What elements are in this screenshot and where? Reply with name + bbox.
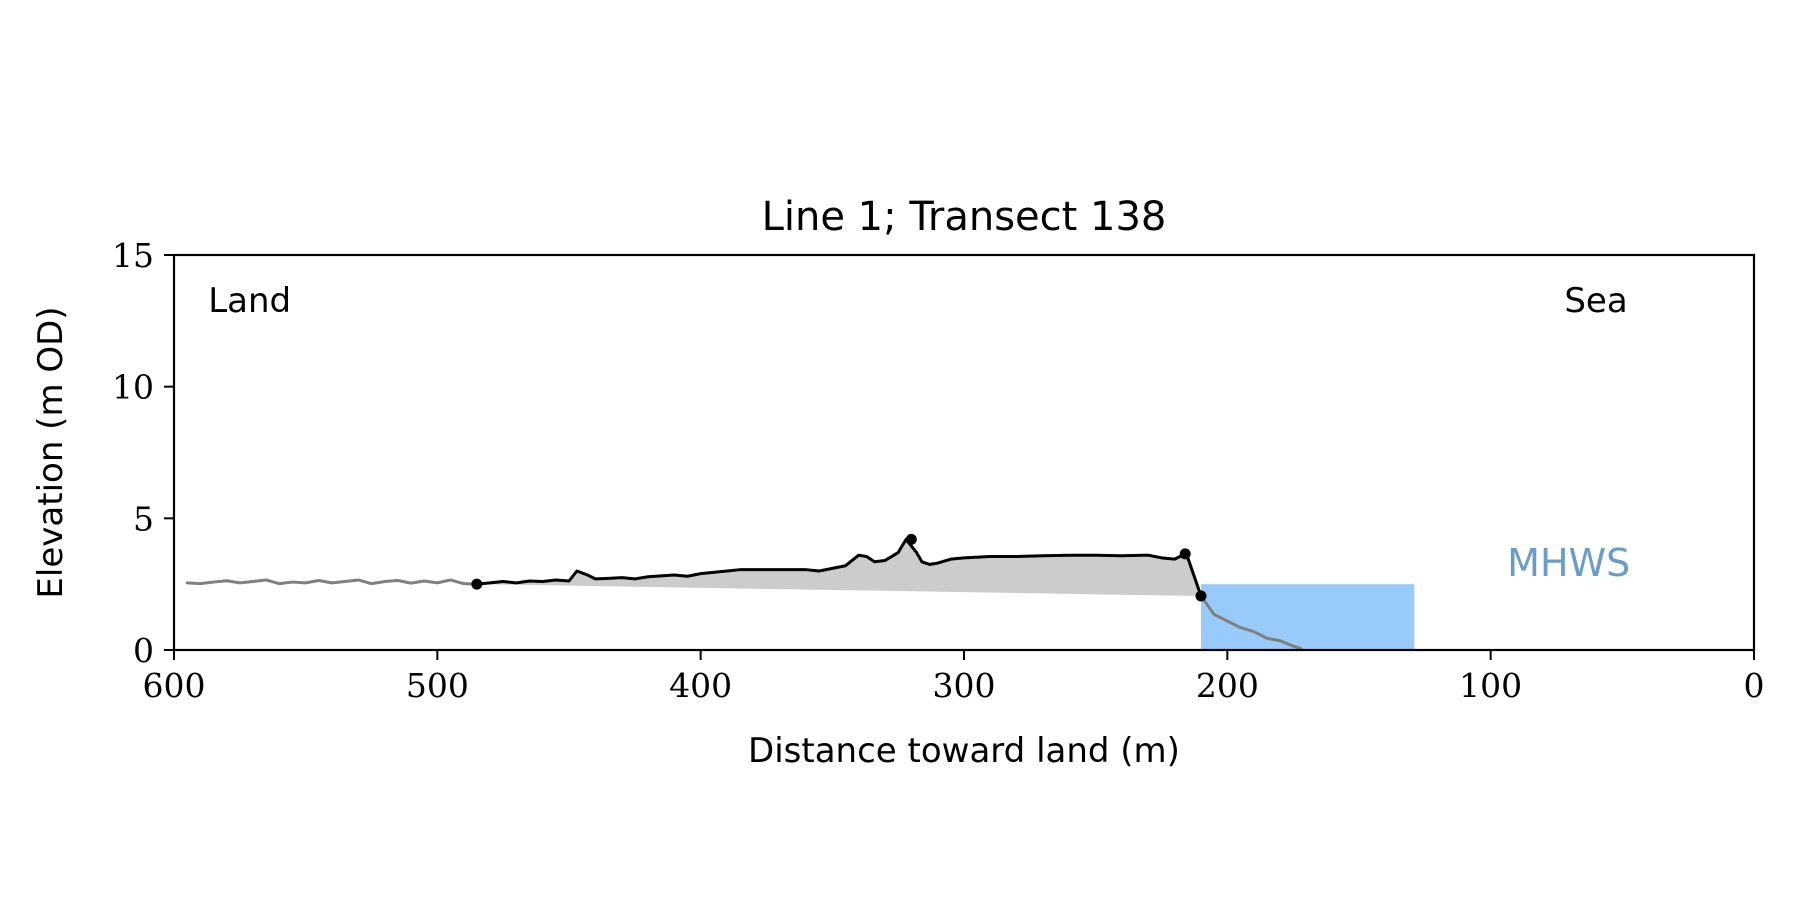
x-tick-label: 0 <box>1744 666 1765 705</box>
y-axis-label: Elevation (m OD) <box>31 306 71 598</box>
x-tick-label: 600 <box>143 666 206 705</box>
annotation-mhws: MHWS <box>1507 541 1630 585</box>
mhws-water-area <box>1201 584 1415 650</box>
x-tick-label: 100 <box>1459 666 1522 705</box>
plot-area <box>185 533 1415 651</box>
x-tick-label: 200 <box>1196 666 1259 705</box>
y-tick-label: 5 <box>133 499 154 538</box>
x-axis-label: Distance toward land (m) <box>748 731 1180 771</box>
x-tick-label: 400 <box>669 666 732 705</box>
y-tick-label: 10 <box>112 368 154 407</box>
annotation-sea: Sea <box>1564 281 1627 321</box>
y-tick-label: 15 <box>112 236 154 275</box>
x-tick-label: 300 <box>933 666 996 705</box>
profile-marker <box>1179 548 1191 560</box>
chart-title: Line 1; Transect 138 <box>762 194 1167 240</box>
annotation-land: Land <box>208 281 291 321</box>
axis-ticks: 600 500 400 300 200 100 0 0 5 10 15 <box>112 236 1765 705</box>
profile-marker <box>1195 590 1207 602</box>
y-tick-label: 0 <box>133 631 154 670</box>
profile-marker <box>905 533 917 545</box>
profile-line <box>475 537 1203 598</box>
context-profile-seaward-line <box>1199 594 1303 651</box>
profile-marker <box>471 578 483 590</box>
x-tick-label: 500 <box>406 666 469 705</box>
context-profile-landward-line <box>185 578 479 586</box>
